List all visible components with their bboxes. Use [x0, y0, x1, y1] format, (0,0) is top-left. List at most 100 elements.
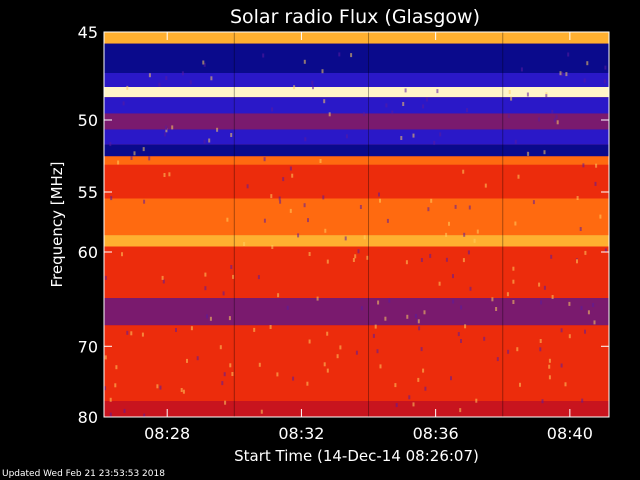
texture-speck: [379, 198, 381, 203]
texture-speck: [210, 76, 213, 81]
texture-speck: [279, 199, 282, 204]
texture-speck: [548, 364, 551, 369]
texture-speck: [560, 363, 563, 368]
texture-speck: [438, 281, 441, 286]
texture-speck: [354, 254, 357, 259]
texture-speck: [190, 326, 193, 331]
texture-speck: [377, 300, 380, 305]
intensity-band: [104, 325, 609, 401]
texture-speck: [143, 413, 146, 418]
texture-speck: [203, 139, 206, 144]
texture-speck: [231, 372, 234, 376]
texture-speck: [208, 138, 211, 143]
texture-speck: [224, 400, 227, 405]
texture-speck: [165, 76, 168, 81]
texture-speck: [378, 192, 380, 197]
texture-speck: [292, 376, 295, 381]
texture-speck: [304, 137, 307, 142]
texture-speck: [204, 286, 207, 291]
texture-speck: [196, 356, 199, 361]
texture-speck: [408, 395, 411, 400]
texture-speck: [599, 214, 602, 219]
x-tick-label: 08:40: [547, 424, 593, 443]
texture-speck: [110, 196, 113, 201]
x-axis: 08:28 08:32 08:36 08:40: [144, 32, 593, 443]
spectrogram-texture: [104, 52, 607, 418]
texture-speck: [564, 382, 567, 387]
texture-speck: [422, 104, 425, 109]
texture-speck: [316, 296, 319, 301]
texture-speck: [548, 358, 551, 363]
texture-speck: [532, 200, 535, 205]
texture-speck: [306, 381, 309, 386]
texture-speck: [180, 388, 183, 392]
texture-speck: [404, 88, 407, 93]
texture-speck: [416, 318, 419, 323]
texture-speck: [123, 408, 126, 413]
texture-speck: [445, 257, 448, 262]
texture-speck: [406, 314, 409, 319]
texture-speck: [433, 140, 436, 145]
texture-speck: [326, 259, 329, 264]
texture-speck: [289, 208, 292, 213]
texture-speck: [545, 94, 548, 99]
texture-speck: [328, 112, 331, 117]
texture-speck: [420, 258, 423, 262]
texture-speck: [568, 334, 571, 339]
texture-speck: [484, 183, 487, 188]
texture-speck: [165, 128, 168, 133]
texture-speck: [507, 349, 510, 354]
texture-speck: [475, 398, 478, 403]
texture-speck: [555, 114, 558, 119]
texture-speck: [253, 327, 256, 332]
texture-speck: [263, 157, 266, 162]
texture-speck: [104, 386, 106, 391]
texture-speck: [257, 275, 260, 280]
texture-speck: [222, 291, 225, 296]
texture-speck: [395, 403, 398, 408]
texture-speck: [164, 132, 167, 137]
texture-speck: [216, 127, 219, 132]
texture-speck: [230, 265, 233, 269]
texture-speck: [560, 328, 563, 333]
texture-speck: [604, 65, 607, 70]
texture-speck: [374, 324, 377, 329]
texture-speck: [168, 172, 171, 177]
texture-speck: [148, 73, 151, 78]
texture-speck: [359, 205, 362, 209]
texture-speck: [604, 248, 607, 253]
texture-speck: [568, 301, 571, 306]
texture-speck: [344, 236, 347, 241]
texture-speck: [115, 365, 118, 370]
texture-speck: [391, 110, 394, 115]
texture-speck: [158, 82, 161, 87]
texture-speck: [582, 163, 585, 168]
texture-speck: [576, 196, 579, 200]
texture-speck: [226, 217, 229, 222]
texture-speck: [271, 245, 274, 249]
texture-speck: [580, 306, 583, 310]
texture-speck: [457, 332, 460, 337]
texture-speck: [452, 274, 454, 279]
texture-speck: [425, 97, 428, 102]
y-axis-label: Frequency [MHz]: [48, 161, 66, 287]
texture-speck: [357, 249, 360, 254]
texture-speck: [223, 372, 226, 377]
texture-speck: [159, 385, 162, 390]
texture-speck: [324, 228, 327, 233]
texture-speck: [379, 364, 382, 369]
texture-speck: [289, 166, 292, 171]
texture-speck: [143, 199, 146, 204]
texture-speck: [308, 252, 311, 256]
texture-speck: [402, 102, 405, 106]
texture-speck: [448, 221, 450, 226]
texture-speck: [376, 349, 379, 354]
texture-speck: [576, 259, 578, 264]
texture-speck: [355, 350, 358, 355]
texture-speck: [462, 258, 465, 263]
texture-speck: [459, 408, 462, 413]
intensity-band: [104, 113, 609, 130]
texture-speck: [592, 303, 595, 307]
texture-speck: [385, 103, 388, 108]
texture-speck: [278, 196, 281, 201]
